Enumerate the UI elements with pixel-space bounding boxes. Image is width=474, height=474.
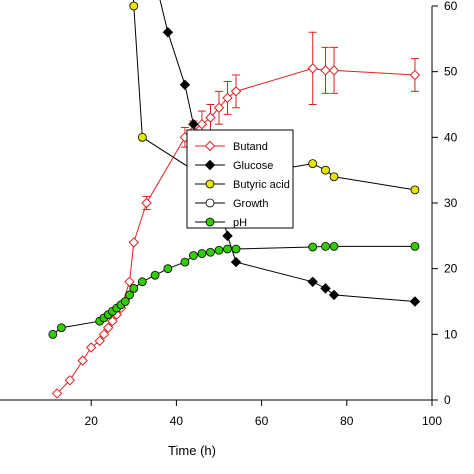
data-point <box>410 185 420 195</box>
data-point <box>107 315 118 327</box>
x-tick-label: 80 <box>340 414 354 428</box>
legend-marker <box>204 140 216 152</box>
y-right-tick-label: 10 <box>444 327 458 341</box>
data-point <box>129 283 139 293</box>
data-point <box>409 296 421 307</box>
data-point <box>410 241 420 251</box>
data-point <box>129 1 139 11</box>
data-point <box>162 27 174 38</box>
data-point <box>328 65 340 76</box>
data-point <box>77 355 88 366</box>
data-point <box>98 329 110 340</box>
y-right-tick-label: 20 <box>444 262 458 276</box>
legend-label: Glucose <box>233 160 273 172</box>
x-tick-label: 20 <box>85 414 99 428</box>
legend-label: Growth <box>233 198 268 210</box>
data-point <box>409 69 421 81</box>
data-point <box>222 92 233 104</box>
y-right-tick-label: 40 <box>444 130 458 144</box>
y-right-tick-label: 30 <box>444 196 458 210</box>
y-right-tick-label: 60 <box>444 0 458 13</box>
data-point <box>321 165 330 175</box>
data-point <box>320 65 331 76</box>
data-point <box>328 289 340 301</box>
data-point <box>179 79 191 91</box>
data-point <box>125 290 134 300</box>
series-ph <box>48 241 420 339</box>
legend-marker <box>204 159 216 171</box>
data-point <box>56 323 66 333</box>
data-point <box>137 277 147 287</box>
data-point <box>180 257 190 267</box>
data-point <box>213 102 225 113</box>
data-point <box>128 237 140 248</box>
data-point <box>137 132 147 142</box>
series-line <box>56 67 415 394</box>
data-point <box>206 247 215 257</box>
data-point <box>150 270 160 280</box>
data-point <box>308 159 318 169</box>
x-tick-label: 100 <box>422 414 442 428</box>
y-right-tick-label: 0 <box>444 393 451 407</box>
legend-label: pH <box>233 217 247 229</box>
data-point <box>321 241 330 251</box>
data-point <box>163 264 173 274</box>
data-point <box>94 335 105 347</box>
data-point <box>124 276 135 288</box>
legend-marker <box>205 198 215 208</box>
x-tick-label: 40 <box>170 414 184 428</box>
data-point <box>196 118 208 130</box>
data-point <box>307 63 318 74</box>
data-point <box>222 230 233 242</box>
legend-marker <box>205 217 215 227</box>
data-point <box>329 172 339 182</box>
data-point <box>141 197 152 209</box>
data-point <box>85 342 97 353</box>
data-point <box>223 244 232 254</box>
data-point <box>189 251 198 260</box>
data-point <box>205 112 216 123</box>
data-point <box>329 241 339 251</box>
data-point <box>308 242 318 252</box>
data-point <box>230 86 242 97</box>
legend: Butand Glucose Butyric acid Growth pH <box>186 129 294 229</box>
data-point <box>188 118 199 130</box>
data-point <box>103 322 114 333</box>
data-point <box>48 329 58 339</box>
data-point <box>230 256 242 268</box>
x-tick-label: 60 <box>255 414 269 428</box>
data-point <box>231 244 241 254</box>
data-point <box>197 249 207 258</box>
legend-label: Butyric acid <box>233 179 290 191</box>
data-point <box>320 283 331 294</box>
data-point <box>51 388 63 399</box>
x-axis-title: Time (h) <box>168 443 216 458</box>
data-point <box>214 245 224 255</box>
legend-marker <box>205 179 215 189</box>
data-point <box>120 297 130 306</box>
data-point <box>307 276 318 288</box>
legend-label: Butand <box>233 141 268 153</box>
y-right-tick-label: 50 <box>444 65 458 79</box>
data-point <box>64 375 76 386</box>
